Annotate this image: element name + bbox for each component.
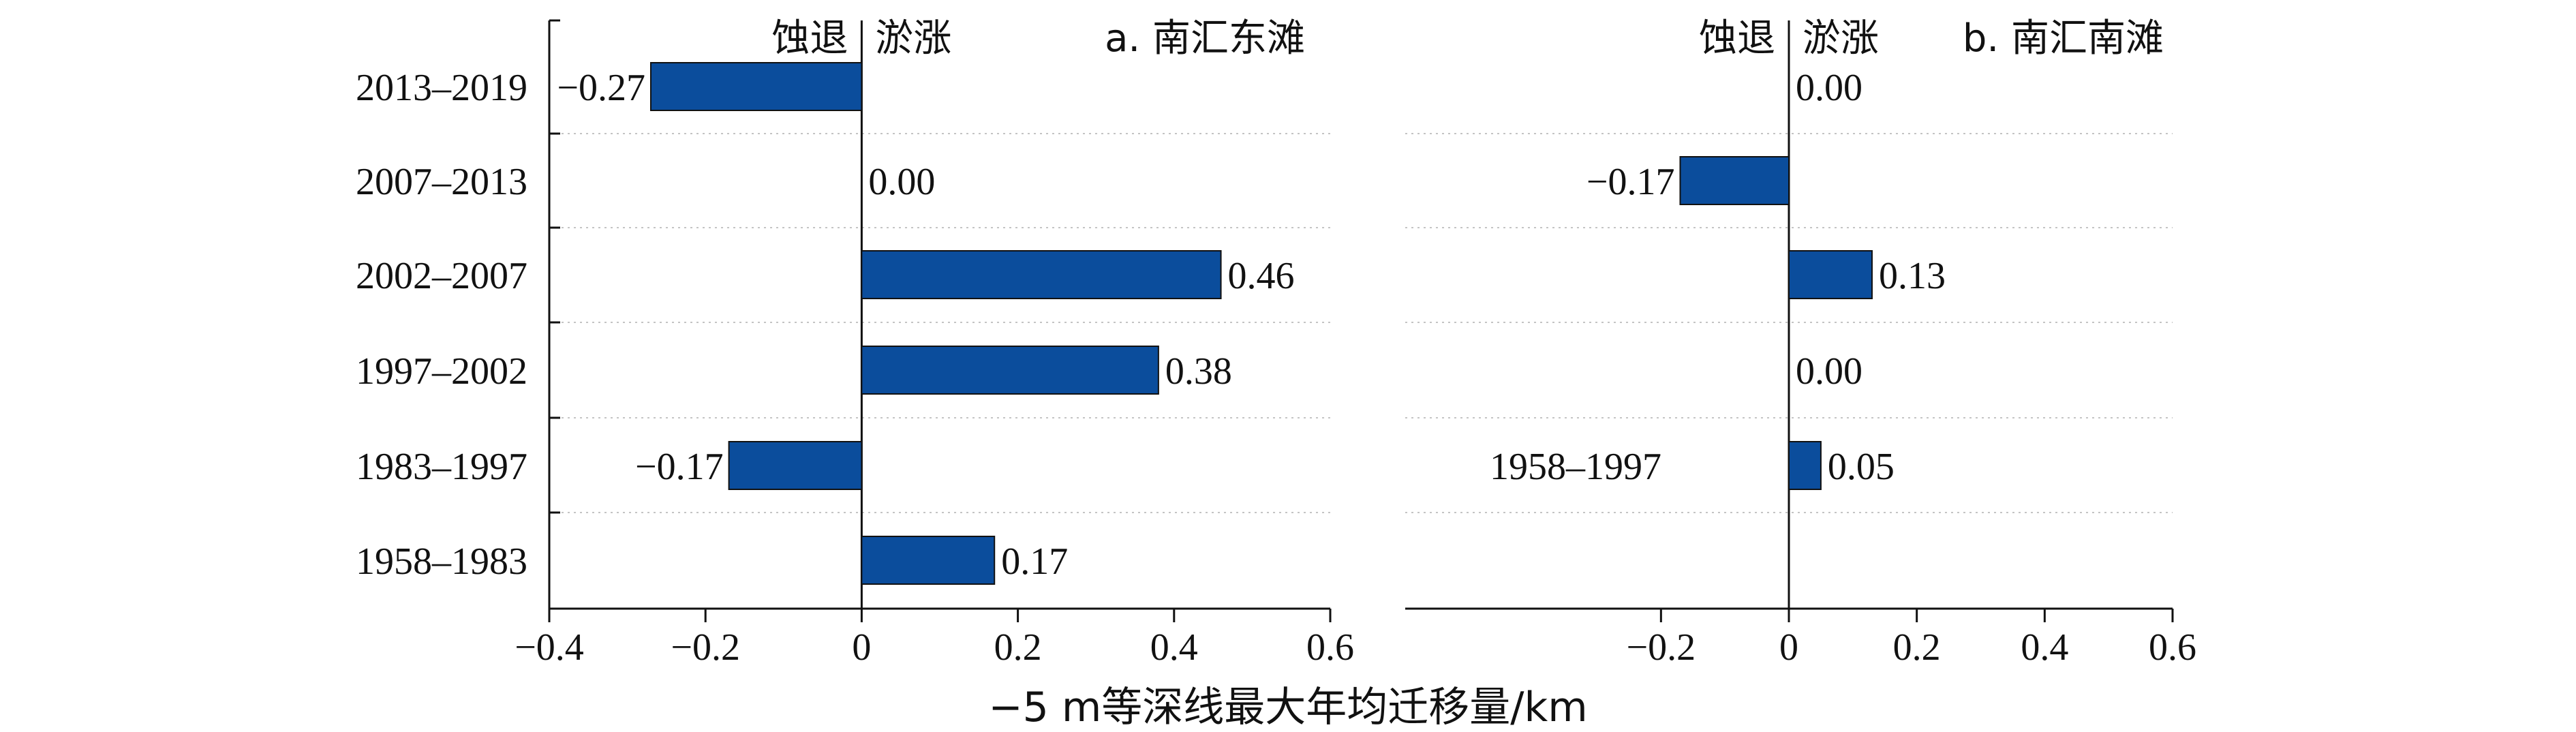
data-label: 0.00 — [1796, 67, 1862, 109]
category-label: 1983–1997 — [356, 446, 527, 488]
category-label: 1958–1997 — [1490, 446, 1661, 488]
data-label: −0.17 — [1586, 161, 1675, 203]
x-tick-label: 0.2 — [994, 626, 1042, 669]
bar — [728, 441, 863, 490]
x-tick-label: 0.6 — [1306, 626, 1354, 669]
data-label: 0.00 — [868, 161, 935, 203]
x-tick-label: −0.4 — [515, 626, 584, 669]
bar — [861, 346, 1159, 395]
data-label: −0.17 — [635, 446, 724, 488]
data-label: 0.38 — [1165, 350, 1232, 393]
bar — [861, 250, 1222, 299]
erosion-label: 蚀退 — [771, 16, 848, 61]
data-label: 0.13 — [1879, 255, 1946, 297]
panel-b: −0.2 0 0.2 0.4 0.6 蚀退 淤涨 b. 南汇南滩 0.00 −0.17 0.13 0.… — [1405, 16, 2196, 669]
data-label: 0.00 — [1796, 350, 1862, 393]
accretion-label: 淤涨 — [875, 16, 951, 61]
bar — [1679, 156, 1790, 205]
x-tick-label: 0 — [852, 626, 871, 669]
x-tick-label: 0 — [1779, 626, 1798, 669]
category-label: 2002–2007 — [356, 255, 527, 297]
panel-title: b. 南汇南滩 — [1963, 16, 2164, 61]
bar — [649, 62, 863, 111]
x-tick-label: 0.4 — [1150, 626, 1198, 669]
erosion-label: 蚀退 — [1699, 16, 1775, 61]
category-label: 2007–2013 — [356, 161, 527, 203]
data-label: 0.46 — [1228, 255, 1295, 297]
data-label: 0.17 — [1001, 540, 1068, 583]
x-tick-label: −0.2 — [1627, 626, 1696, 669]
x-tick-label: 0.4 — [2021, 626, 2068, 669]
x-tick-label: 0.6 — [2149, 626, 2196, 669]
panel-a: −0.4 −0.2 0 0.2 0.4 0.6 蚀退 淤涨 a. 南汇东滩 −0.27 0.00 0.… — [356, 16, 1354, 669]
data-label: −0.27 — [557, 67, 645, 109]
x-tick-label: −0.2 — [671, 626, 740, 669]
category-label: 1997–2002 — [356, 350, 527, 393]
bar — [861, 536, 996, 585]
accretion-label: 淤涨 — [1803, 16, 1879, 61]
panel-title: a. 南汇东滩 — [1105, 16, 1305, 61]
x-tick-label: 0.2 — [1893, 626, 1941, 669]
bar — [1788, 250, 1873, 299]
bar — [1788, 441, 1822, 490]
data-label: 0.05 — [1828, 446, 1895, 488]
x-axis-label: −5 m等深线最大年均迁移量/km — [988, 684, 1587, 731]
category-label: 2013–2019 — [356, 67, 527, 109]
category-label: 1958–1983 — [356, 540, 527, 583]
